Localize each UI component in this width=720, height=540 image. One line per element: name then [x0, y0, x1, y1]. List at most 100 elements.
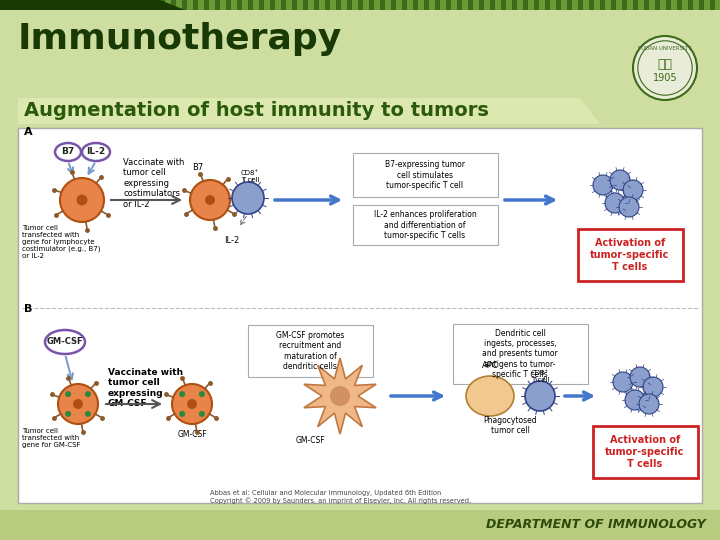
Circle shape: [187, 399, 197, 409]
Bar: [583, 0, 589, 10]
Ellipse shape: [55, 143, 81, 161]
Bar: [396, 0, 402, 10]
Bar: [209, 0, 215, 10]
Polygon shape: [0, 0, 185, 10]
Bar: [176, 0, 182, 10]
Bar: [165, 0, 171, 10]
Circle shape: [199, 411, 205, 417]
Bar: [577, 229, 683, 281]
Bar: [353, 153, 498, 197]
Text: GM-CSF: GM-CSF: [47, 338, 84, 347]
Circle shape: [633, 36, 697, 100]
Bar: [286, 0, 292, 10]
Bar: [330, 0, 336, 10]
Bar: [0, 10, 720, 100]
Circle shape: [172, 384, 212, 424]
Text: Activation of
tumor-specific
T cells: Activation of tumor-specific T cells: [606, 435, 685, 469]
Text: Dendritic cell
ingests, processes,
and presents tumor
antigens to tumor-
specifi: Dendritic cell ingests, processes, and p…: [482, 329, 558, 379]
Bar: [253, 0, 259, 10]
Bar: [77, 0, 83, 10]
Ellipse shape: [466, 376, 514, 416]
Bar: [627, 0, 633, 10]
Text: 復旦: 復旦: [657, 57, 672, 71]
Bar: [275, 0, 281, 10]
Bar: [22, 0, 28, 10]
Bar: [132, 0, 138, 10]
Bar: [550, 0, 556, 10]
Bar: [374, 0, 380, 10]
Text: FUDAN UNIVERSITY: FUDAN UNIVERSITY: [639, 45, 692, 51]
Bar: [605, 0, 611, 10]
Text: B7: B7: [61, 147, 75, 157]
Bar: [0, 0, 720, 10]
Text: GM-CSF promotes
recruitment and
maturation of
dendritic cells: GM-CSF promotes recruitment and maturati…: [276, 331, 344, 371]
Circle shape: [643, 377, 663, 397]
Bar: [682, 0, 688, 10]
Text: B7-expressing tumor
cell stimulates
tumor-specific T cell: B7-expressing tumor cell stimulates tumo…: [385, 160, 465, 190]
Circle shape: [65, 411, 71, 417]
Text: Abbas et al: Cellular and Molecular Immunology, Updated 6th Edition
Copyright © : Abbas et al: Cellular and Molecular Immu…: [210, 490, 471, 504]
Text: T cell: T cell: [531, 377, 549, 383]
Circle shape: [593, 175, 613, 195]
Bar: [187, 0, 193, 10]
Bar: [517, 0, 523, 10]
Bar: [429, 0, 435, 10]
Bar: [341, 0, 347, 10]
Bar: [385, 0, 391, 10]
Bar: [297, 0, 303, 10]
Bar: [0, 510, 720, 540]
Bar: [11, 0, 17, 10]
Bar: [462, 0, 468, 10]
Bar: [593, 426, 698, 478]
Circle shape: [60, 178, 104, 222]
Text: IL-2: IL-2: [225, 236, 240, 245]
Bar: [248, 325, 372, 377]
Circle shape: [639, 394, 659, 414]
Text: Phagocytosed
tumor cell: Phagocytosed tumor cell: [483, 416, 537, 435]
Circle shape: [65, 391, 71, 397]
Circle shape: [610, 170, 630, 190]
Circle shape: [232, 182, 264, 214]
Bar: [66, 0, 72, 10]
Bar: [649, 0, 655, 10]
Text: CD8⁺: CD8⁺: [531, 370, 549, 376]
Bar: [154, 0, 160, 10]
Polygon shape: [304, 358, 376, 434]
Bar: [704, 0, 710, 10]
Bar: [594, 0, 600, 10]
Bar: [363, 0, 369, 10]
Bar: [231, 0, 237, 10]
Bar: [0, 0, 6, 10]
Bar: [440, 0, 446, 10]
Circle shape: [179, 411, 185, 417]
Bar: [143, 0, 149, 10]
Bar: [18, 128, 702, 503]
Circle shape: [179, 391, 185, 397]
Text: APC: APC: [482, 361, 498, 370]
Circle shape: [525, 381, 555, 411]
Bar: [242, 0, 248, 10]
Bar: [528, 0, 534, 10]
Bar: [418, 0, 424, 10]
Bar: [715, 0, 720, 10]
Circle shape: [73, 399, 83, 409]
Circle shape: [76, 194, 88, 206]
Circle shape: [625, 390, 645, 410]
Bar: [484, 0, 490, 10]
Text: Augmentation of host immunity to tumors: Augmentation of host immunity to tumors: [24, 102, 489, 120]
Text: 1905: 1905: [653, 73, 678, 83]
Circle shape: [613, 372, 633, 392]
Bar: [473, 0, 479, 10]
Text: GM-CSF: GM-CSF: [177, 430, 207, 439]
Circle shape: [85, 411, 91, 417]
Circle shape: [85, 391, 91, 397]
Ellipse shape: [45, 330, 85, 354]
Bar: [99, 0, 105, 10]
Bar: [495, 0, 501, 10]
Bar: [451, 0, 457, 10]
Text: Activation of
tumor-specific
T cells: Activation of tumor-specific T cells: [590, 238, 670, 272]
Circle shape: [630, 367, 650, 387]
Bar: [452, 324, 588, 384]
Text: Tumor cell
transfected with
gene for GM-CSF: Tumor cell transfected with gene for GM-…: [22, 428, 81, 448]
Circle shape: [605, 193, 625, 213]
